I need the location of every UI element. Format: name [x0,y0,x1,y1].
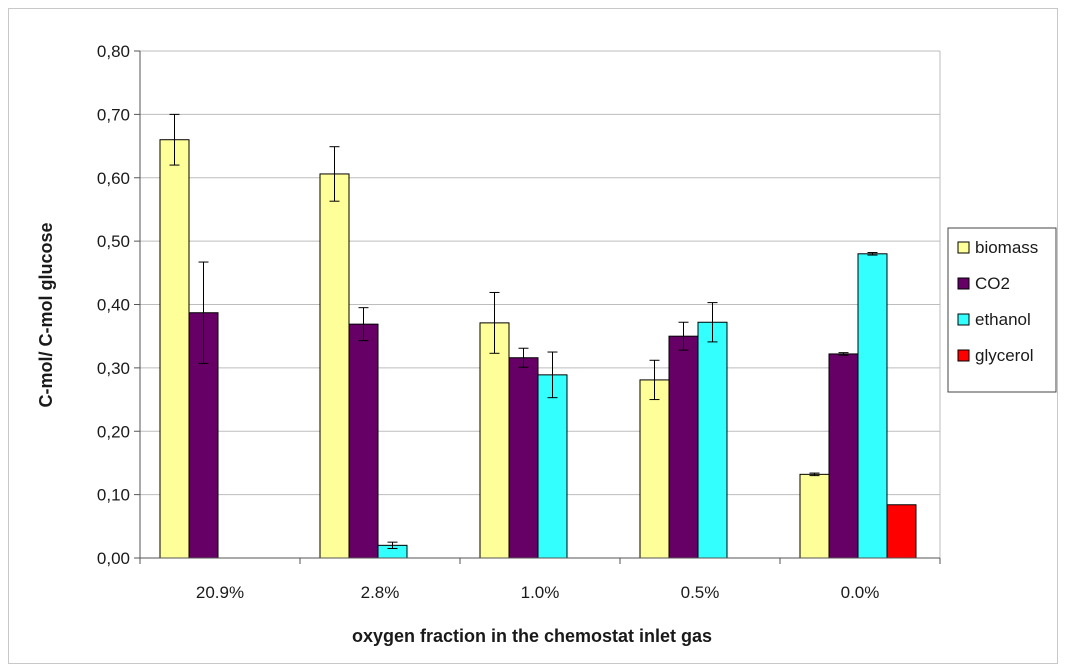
axes: 0,00 0,10 0,20 0,30 0,40 0,50 0,60 0,70 0,80 20.9… [97,42,941,602]
y-tick-label: 0,50 [97,232,130,251]
bar-biomass-1 [319,173,350,559]
bar-ethanol-4 [857,253,888,559]
x-tick-label: 0.0% [841,583,880,602]
bar-CO2-2 [508,357,539,559]
bar-biomass-3 [639,379,670,559]
bar-glycerol-4 [886,504,917,559]
bar-ethanol-2 [537,374,568,559]
x-axis-title: oxygen fraction in the chemostat inlet g… [352,626,712,646]
legend-label-ethanol: ethanol [975,310,1031,329]
bar-biomass-4 [799,473,830,559]
x-tick-label: 20.9% [196,583,244,602]
y-tick-label: 0,70 [97,105,130,124]
bar-CO2-4 [828,353,859,559]
bar-biomass-2 [479,322,510,559]
legend-swatch-CO2 [957,277,970,290]
x-tick-label: 0.5% [681,583,720,602]
bar-CO2-3 [668,335,699,559]
y-tick-label: 0,80 [97,42,130,61]
legend-swatch-ethanol [957,313,970,326]
y-tick-label: 0,00 [97,549,130,568]
legend-label-CO2: CO2 [975,274,1010,293]
bar-ethanol-3 [697,321,728,559]
y-tick-label: 0,40 [97,296,130,315]
y-tick-label: 0,60 [97,169,130,188]
legend-swatch-biomass [957,241,970,254]
bars [159,113,917,559]
x-tick-label: 2.8% [361,583,400,602]
legend-swatch-glycerol [957,349,970,362]
legend: biomass CO2 ethanol glycerol [947,227,1057,393]
legend-box [947,227,1057,393]
bar-CO2-1 [348,323,379,559]
legend-label-biomass: biomass [975,238,1038,257]
legend-label-glycerol: glycerol [975,346,1034,365]
bar-biomass-0 [159,139,190,559]
y-tick-label: 0,20 [97,422,130,441]
y-axis-title: C-mol/ C-mol glucose [36,222,56,407]
y-tick-label: 0,10 [97,486,130,505]
x-tick-label: 1.0% [521,583,560,602]
y-tick-label: 0,30 [97,359,130,378]
